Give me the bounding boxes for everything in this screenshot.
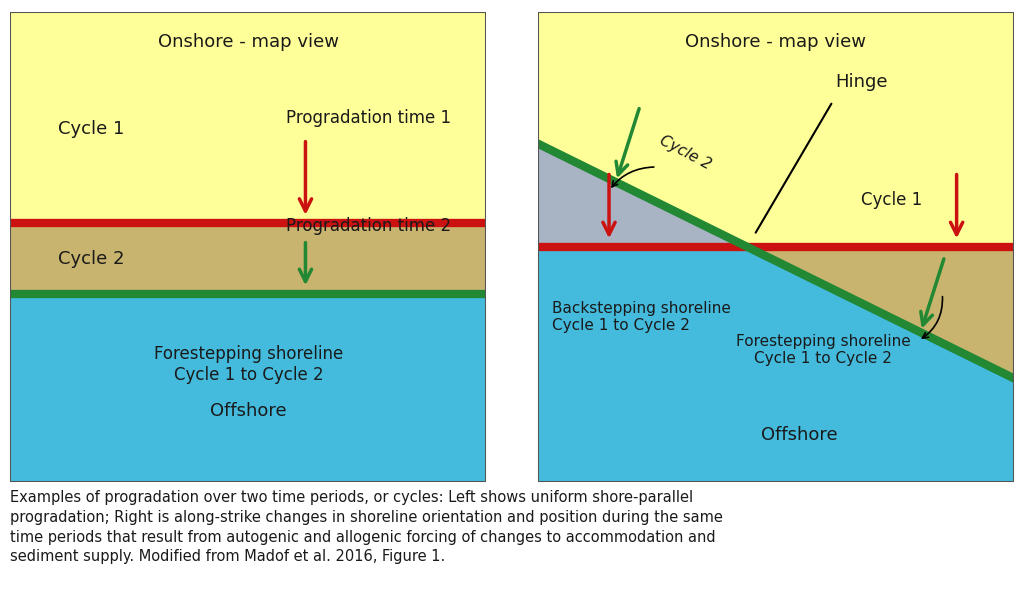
- Text: Onshore - map view: Onshore - map view: [158, 33, 339, 51]
- Text: Cycle 2: Cycle 2: [656, 133, 714, 173]
- Polygon shape: [538, 247, 1014, 482]
- Text: Forestepping shoreline
Cycle 1 to Cycle 2: Forestepping shoreline Cycle 1 to Cycle …: [736, 334, 910, 367]
- Text: Backstepping shoreline
Cycle 1 to Cycle 2: Backstepping shoreline Cycle 1 to Cycle …: [552, 301, 731, 334]
- Text: Cycle 1: Cycle 1: [58, 120, 124, 138]
- Text: Cycle 1: Cycle 1: [861, 191, 923, 209]
- Text: Progradation time 2: Progradation time 2: [287, 217, 452, 235]
- Polygon shape: [538, 143, 748, 247]
- Text: Progradation time 1: Progradation time 1: [287, 109, 452, 127]
- Text: Offshore: Offshore: [210, 402, 287, 420]
- Text: Onshore - map view: Onshore - map view: [685, 33, 866, 51]
- Text: Offshore: Offshore: [761, 426, 838, 444]
- Text: Forestepping shoreline
Cycle 1 to Cycle 2: Forestepping shoreline Cycle 1 to Cycle …: [154, 345, 343, 383]
- Polygon shape: [748, 247, 1014, 378]
- Text: Hinge: Hinge: [836, 73, 888, 92]
- Text: Examples of progradation over two time periods, or cycles: Left shows uniform sh: Examples of progradation over two time p…: [10, 490, 723, 564]
- Bar: [10, 294, 486, 482]
- Bar: [10, 223, 486, 294]
- Text: Cycle 2: Cycle 2: [58, 250, 124, 267]
